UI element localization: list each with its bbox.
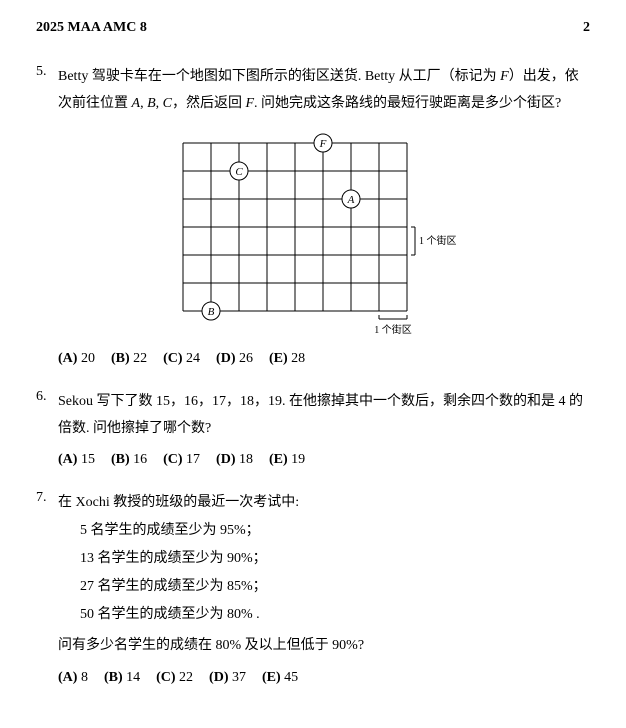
problem-5: 5. Betty 驾驶卡车在一个地图如下图所示的街区送货. Betty 从工厂（… [36,64,590,367]
grid-figure: F C A B 1 个街区 1 个街区 [36,131,590,341]
choice-label: (E) [262,670,281,685]
answer-choice: (D) 37 [209,670,246,686]
problem-question: 问有多少名学生的成绩在 80% 及以上但低于 90%? [58,633,590,660]
choice-value: 16 [130,452,148,467]
choice-value: 22 [130,351,148,366]
choice-value: 28 [288,351,306,366]
svg-text:1 个街区: 1 个街区 [419,234,457,247]
choice-value: 24 [183,351,201,366]
choice-label: (C) [163,351,182,366]
answer-choice: (B) 16 [111,452,147,468]
choice-label: (B) [104,670,123,685]
sublist-item: 13 名学生的成绩至少为 90%； [80,545,590,573]
choice-label: (C) [156,670,175,685]
choice-label: (E) [269,452,288,467]
problem-text: Sekou 写下了数 15，16，17，18，19. 在他擦掉其中一个数后，剩余… [58,389,590,442]
svg-text:C: C [235,166,243,178]
answer-choice: (D) 18 [216,452,253,468]
answer-choice: (E) 45 [262,670,298,686]
choice-value: 14 [123,670,141,685]
choice-label: (D) [209,670,228,685]
problem-6: 6. Sekou 写下了数 15，16，17，18，19. 在他擦掉其中一个数后… [36,389,590,468]
choice-label: (E) [269,351,288,366]
answer-choice: (A) 8 [58,670,88,686]
answer-choice: (A) 15 [58,452,95,468]
choice-value: 26 [235,351,253,366]
page-header: 2025 MAA AMC 8 2 [36,20,590,36]
problem-text: Betty 驾驶卡车在一个地图如下图所示的街区送货. Betty 从工厂（标记为… [58,64,590,117]
choice-value: 22 [176,670,194,685]
choice-label: (D) [216,452,235,467]
header-title: 2025 MAA AMC 8 [36,20,147,36]
choice-value: 19 [288,452,306,467]
choice-value: 20 [77,351,95,366]
answer-choices: (A) 8 (B) 14 (C) 22 (D) 37 (E) 45 [58,670,590,686]
answer-choice: (A) 20 [58,351,95,367]
sublist-item: 27 名学生的成绩至少为 85%； [80,573,590,601]
choice-label: (A) [58,670,77,685]
choice-label: (B) [111,452,130,467]
sublist-item: 50 名学生的成绩至少为 80% . [80,601,590,629]
problem-number: 6. [36,389,58,405]
header-page: 2 [583,20,590,36]
answer-choice: (D) 26 [216,351,253,367]
choice-label: (A) [58,452,77,467]
choice-value: 18 [235,452,253,467]
problem-intro: 在 Xochi 教授的班级的最近一次考试中: [58,490,299,517]
answer-choice: (C) 17 [163,452,200,468]
problem-number: 7. [36,490,58,506]
answer-choices: (A) 20 (B) 22 (C) 24 (D) 26 (E) 28 [58,351,590,367]
sublist-item: 5 名学生的成绩至少为 95%； [80,517,590,545]
choice-value: 15 [77,452,95,467]
choice-label: (D) [216,351,235,366]
answer-choice: (E) 19 [269,452,305,468]
svg-text:1 个街区: 1 个街区 [374,323,412,336]
answer-choice: (E) 28 [269,351,305,367]
svg-text:A: A [347,194,355,206]
answer-choice: (C) 24 [163,351,200,367]
choice-label: (B) [111,351,130,366]
choice-label: (A) [58,351,77,366]
choice-value: 8 [77,670,88,685]
choice-label: (C) [163,452,182,467]
answer-choice: (B) 22 [111,351,147,367]
choice-value: 17 [183,452,201,467]
choice-value: 37 [228,670,246,685]
svg-text:B: B [208,306,215,318]
problem-sublist: 5 名学生的成绩至少为 95%；13 名学生的成绩至少为 90%；27 名学生的… [80,517,590,629]
answer-choice: (C) 22 [156,670,193,686]
problem-7: 7. 在 Xochi 教授的班级的最近一次考试中: 5 名学生的成绩至少为 95… [36,490,590,685]
answer-choice: (B) 14 [104,670,140,686]
answer-choices: (A) 15 (B) 16 (C) 17 (D) 18 (E) 19 [58,452,590,468]
choice-value: 45 [281,670,299,685]
svg-text:F: F [319,138,327,150]
problem-number: 5. [36,64,58,80]
